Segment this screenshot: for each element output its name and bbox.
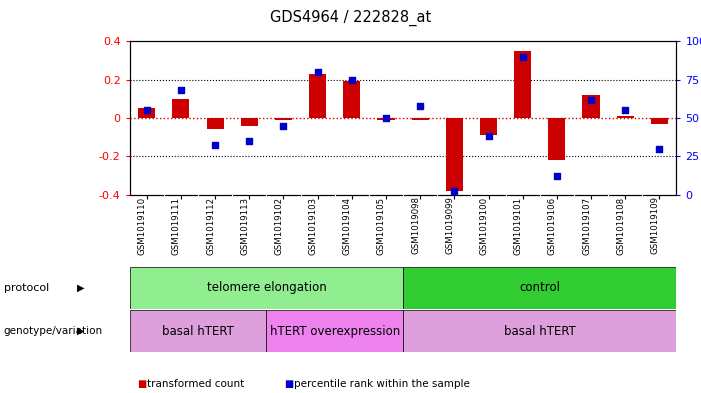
Point	[483, 133, 494, 140]
Point	[244, 138, 255, 144]
Point	[414, 103, 426, 109]
Point	[141, 107, 152, 113]
Point	[278, 122, 289, 129]
Text: GSM1019112: GSM1019112	[206, 196, 215, 255]
Bar	[377, 118, 395, 120]
Bar	[651, 118, 668, 124]
Bar	[275, 118, 292, 120]
Bar	[172, 99, 189, 118]
Text: GSM1019099: GSM1019099	[445, 196, 454, 254]
Text: ■: ■	[137, 379, 146, 389]
Bar	[411, 118, 429, 120]
Bar	[343, 81, 360, 118]
Point	[517, 53, 529, 60]
Text: GSM1019111: GSM1019111	[172, 196, 181, 255]
Bar	[548, 118, 566, 160]
Text: GSM1019104: GSM1019104	[343, 196, 352, 255]
Bar	[130, 267, 403, 309]
Point	[551, 173, 562, 179]
Text: GSM1019098: GSM1019098	[411, 196, 420, 255]
Bar	[130, 310, 266, 352]
Text: GSM1019113: GSM1019113	[240, 196, 250, 255]
Point	[654, 145, 665, 152]
Bar	[403, 310, 676, 352]
Text: GSM1019105: GSM1019105	[377, 196, 386, 255]
Bar	[617, 116, 634, 118]
Text: transformed count: transformed count	[147, 379, 245, 389]
Bar	[446, 118, 463, 191]
Text: protocol: protocol	[4, 283, 49, 293]
Text: GSM1019110: GSM1019110	[138, 196, 147, 255]
Text: hTERT overexpression: hTERT overexpression	[270, 325, 400, 338]
Text: GSM1019107: GSM1019107	[582, 196, 591, 255]
Point	[175, 87, 186, 94]
Bar	[514, 51, 531, 118]
Text: basal hTERT: basal hTERT	[162, 325, 234, 338]
Text: GSM1019109: GSM1019109	[651, 196, 660, 255]
Text: GSM1019101: GSM1019101	[514, 196, 523, 255]
Text: ▶: ▶	[77, 283, 84, 293]
Text: basal hTERT: basal hTERT	[504, 325, 576, 338]
Bar	[266, 310, 403, 352]
Point	[346, 76, 358, 83]
Point	[210, 142, 221, 149]
Text: GSM1019102: GSM1019102	[275, 196, 283, 255]
Text: percentile rank within the sample: percentile rank within the sample	[294, 379, 470, 389]
Point	[620, 107, 631, 113]
Text: GSM1019103: GSM1019103	[308, 196, 318, 255]
Bar	[480, 118, 497, 135]
Text: GSM1019100: GSM1019100	[479, 196, 489, 255]
Bar	[207, 118, 224, 129]
Bar	[583, 95, 599, 118]
Text: GSM1019108: GSM1019108	[616, 196, 625, 255]
Text: genotype/variation: genotype/variation	[4, 326, 102, 336]
Bar	[138, 108, 156, 118]
Text: ■: ■	[284, 379, 293, 389]
Bar	[240, 118, 258, 125]
Point	[585, 96, 597, 103]
Point	[449, 188, 460, 195]
Text: control: control	[519, 281, 560, 294]
Text: ▶: ▶	[77, 326, 84, 336]
Point	[312, 69, 323, 75]
Point	[381, 115, 392, 121]
Text: GSM1019106: GSM1019106	[548, 196, 557, 255]
Bar	[309, 74, 326, 118]
Text: GDS4964 / 222828_at: GDS4964 / 222828_at	[270, 10, 431, 26]
Bar	[403, 267, 676, 309]
Text: telomere elongation: telomere elongation	[207, 281, 326, 294]
